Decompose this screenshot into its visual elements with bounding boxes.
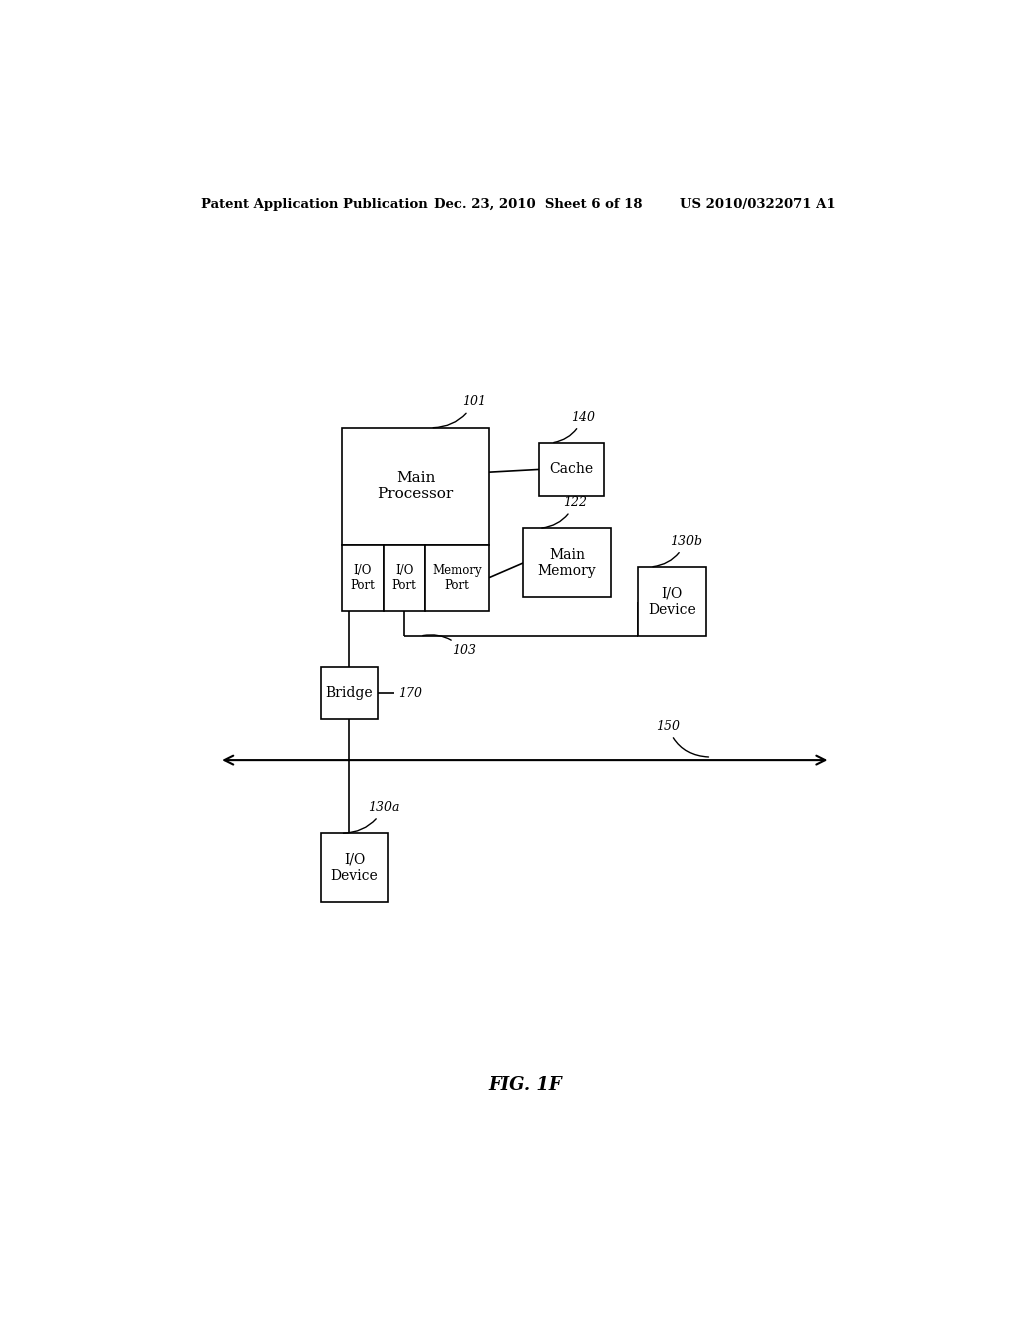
Text: Dec. 23, 2010  Sheet 6 of 18: Dec. 23, 2010 Sheet 6 of 18 <box>433 198 642 211</box>
Text: 101: 101 <box>433 396 486 428</box>
Text: Bridge: Bridge <box>326 686 373 700</box>
FancyBboxPatch shape <box>342 545 384 611</box>
FancyBboxPatch shape <box>321 833 388 903</box>
Text: I/O
Port: I/O Port <box>392 564 417 591</box>
FancyBboxPatch shape <box>384 545 425 611</box>
Text: US 2010/0322071 A1: US 2010/0322071 A1 <box>680 198 836 211</box>
FancyBboxPatch shape <box>638 568 706 636</box>
FancyBboxPatch shape <box>523 528 610 598</box>
Text: 122: 122 <box>542 496 587 528</box>
Text: Cache: Cache <box>550 462 594 477</box>
Text: Main
Memory: Main Memory <box>538 548 596 578</box>
Text: 140: 140 <box>554 411 595 442</box>
Text: I/O
Port: I/O Port <box>350 564 375 591</box>
Text: Main
Processor: Main Processor <box>378 471 454 502</box>
Text: 103: 103 <box>423 635 476 657</box>
FancyBboxPatch shape <box>539 444 604 496</box>
FancyBboxPatch shape <box>321 667 378 719</box>
Text: I/O
Device: I/O Device <box>331 853 379 883</box>
Text: 170: 170 <box>397 686 422 700</box>
Text: 130a: 130a <box>343 801 400 833</box>
Text: Patent Application Publication: Patent Application Publication <box>201 198 428 211</box>
Text: 150: 150 <box>655 719 709 756</box>
FancyBboxPatch shape <box>342 428 489 545</box>
Text: Memory
Port: Memory Port <box>432 564 481 591</box>
FancyBboxPatch shape <box>425 545 489 611</box>
Text: I/O
Device: I/O Device <box>648 586 696 616</box>
Text: 130b: 130b <box>653 535 702 566</box>
Text: FIG. 1F: FIG. 1F <box>488 1076 561 1094</box>
